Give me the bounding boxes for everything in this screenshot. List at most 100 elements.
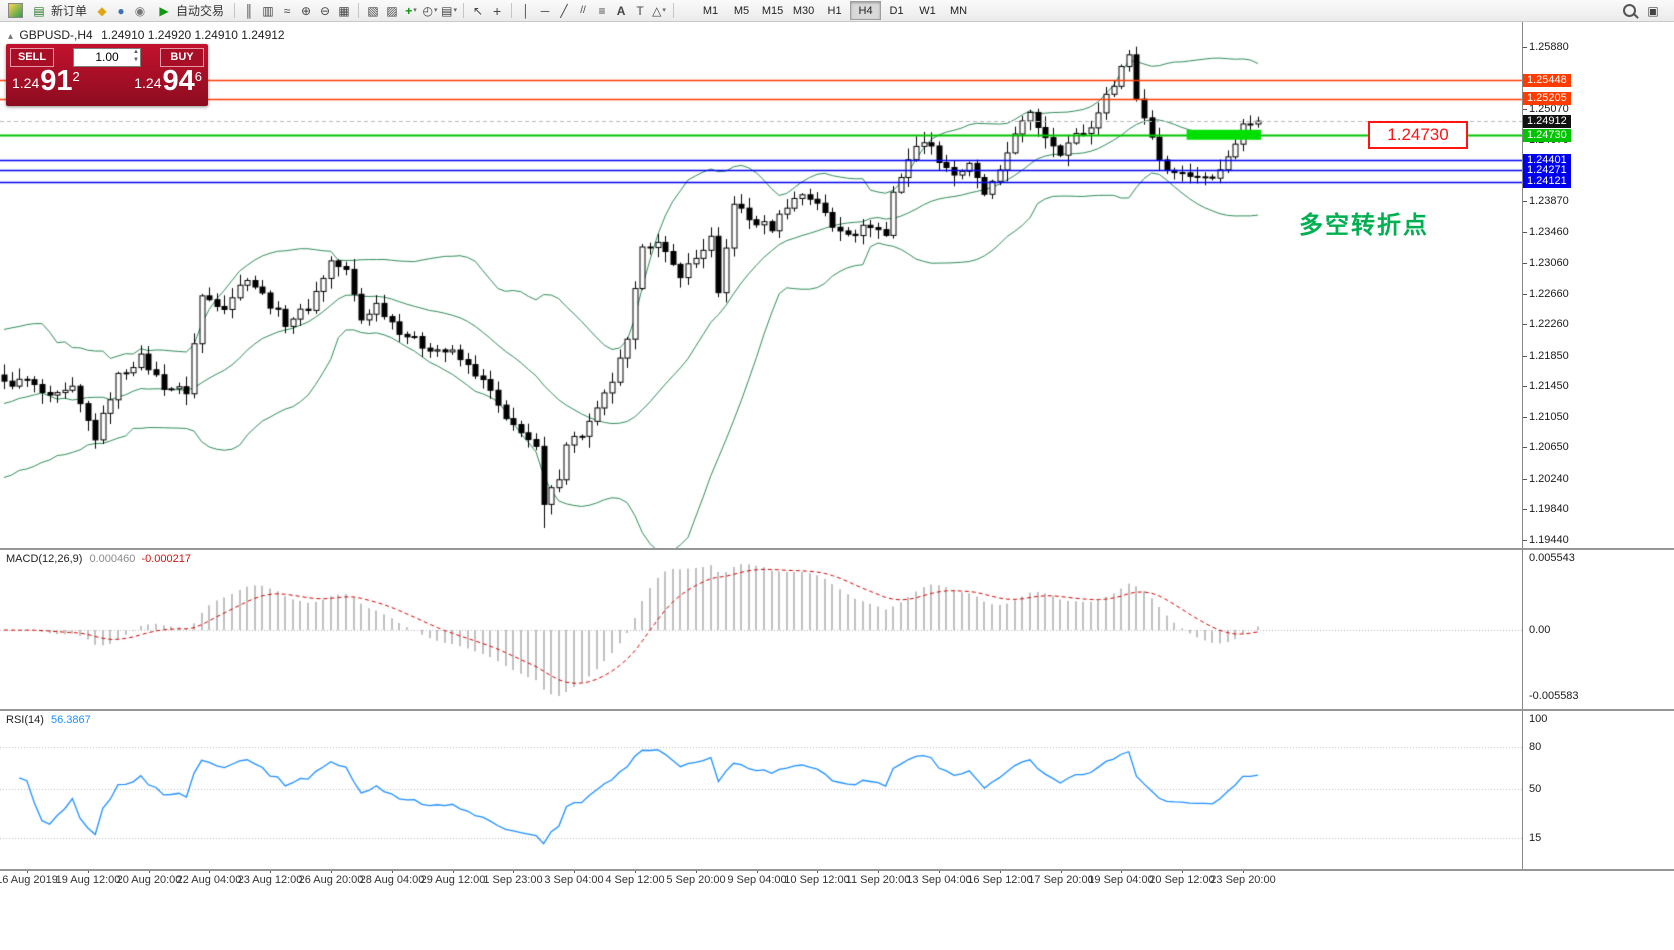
- price-tick-mark: [1523, 356, 1527, 357]
- new-order-icon: ▤: [33, 3, 45, 18]
- buy-button[interactable]: BUY: [160, 47, 204, 67]
- zoom-in-icon[interactable]: ⊕: [301, 3, 312, 18]
- price-tick-mark: [1523, 479, 1527, 480]
- price-tick-mark: [1523, 263, 1527, 264]
- price-level-label[interactable]: 1.24121: [1523, 175, 1571, 188]
- chart-title: ▴ GBPUSD-,H4 1.24910 1.24920 1.24910 1.2…: [8, 28, 285, 42]
- cursor-icon[interactable]: ↖: [473, 3, 484, 18]
- zoom-out-icon[interactable]: ⊖: [320, 3, 331, 18]
- navigator-icon[interactable]: ◉: [134, 3, 146, 18]
- price-level-label[interactable]: 1.24912: [1523, 115, 1571, 128]
- time-tick-label: 26 Aug 20:00: [298, 874, 364, 886]
- timeframe-mn[interactable]: MN: [949, 4, 968, 17]
- rsi-value: 56.3867: [50, 714, 91, 726]
- trendline-icon[interactable]: ╱: [560, 3, 568, 18]
- price-axis[interactable]: 1.258801.250701.246701.238701.234601.230…: [1522, 22, 1674, 869]
- oneclick-collapse-icon[interactable]: ▴: [8, 31, 14, 42]
- time-axis[interactable]: 16 Aug 2019 19 Aug 12:00 20 Aug 20:00 22 Au…: [0, 869, 1522, 891]
- macd-indicator-panel[interactable]: [0, 550, 1522, 708]
- price-tick-mark: [1523, 509, 1527, 510]
- price-level-label[interactable]: 1.24271: [1523, 164, 1571, 177]
- panel-separator[interactable]: [0, 709, 1674, 711]
- timeframe-m30[interactable]: M30: [792, 4, 815, 17]
- sell-button[interactable]: SELL: [10, 47, 54, 67]
- bar-chart-icon[interactable]: ║: [244, 3, 254, 18]
- time-tick-label: 16 Sep 12:00: [967, 874, 1033, 886]
- new-order-label: 新订单: [51, 4, 88, 18]
- timeframe-d1[interactable]: D1: [889, 4, 904, 17]
- rsi-indicator-panel[interactable]: [0, 711, 1522, 869]
- layout-icon[interactable]: ▣: [1647, 3, 1659, 18]
- volume-value: 1.00: [95, 50, 119, 64]
- time-tick-label: 9 Sep 04:00: [727, 874, 787, 886]
- fibonacci-icon[interactable]: ≡: [598, 3, 606, 18]
- timeframe-m1[interactable]: M1: [702, 4, 719, 17]
- time-tick-mark: [878, 869, 879, 873]
- timeframe-m15[interactable]: M15: [761, 4, 784, 17]
- new-order-button[interactable]: ▤ 新订单: [25, 1, 92, 21]
- volume-spinner[interactable]: ▲ ▼: [133, 48, 139, 63]
- price-tick-mark: [1523, 417, 1527, 418]
- tile-windows-icon[interactable]: ▦: [338, 3, 350, 18]
- template-icon[interactable]: ▤ ▾: [441, 3, 457, 18]
- time-tick-label: 3 Sep 04:00: [544, 874, 604, 886]
- macd-label: MACD(12,26,9) 0.000460 -0.000217: [6, 553, 191, 565]
- time-tick-mark: [392, 869, 393, 873]
- add-indicator-icon[interactable]: + ▾: [405, 3, 417, 18]
- time-tick-label: 23 Sep 20:00: [1210, 874, 1276, 886]
- price-annotation-box[interactable]: 1.24730: [1368, 121, 1468, 149]
- panel-separator[interactable]: [0, 548, 1674, 550]
- timeframe-m5[interactable]: M5: [733, 4, 750, 17]
- time-tick-label: 19 Sep 04:00: [1088, 874, 1154, 886]
- price-tick-label: 1.21450: [1529, 380, 1569, 392]
- search-icon[interactable]: [1620, 2, 1638, 20]
- time-tick-mark: [1182, 869, 1183, 873]
- auto-trading-label: 自动交易: [176, 4, 225, 18]
- one-click-trading-panel: SELL 1.00 ▲ ▼ BUY 1.24 91 2 1.24 94 6: [6, 44, 208, 106]
- period-icon[interactable]: ◴ ▾: [422, 3, 438, 18]
- price-level-label[interactable]: 1.25448: [1523, 74, 1571, 87]
- time-tick-mark: [453, 869, 454, 873]
- price-tick-mark: [1523, 447, 1527, 448]
- indicators-icon[interactable]: ◆: [97, 3, 107, 18]
- pivot-note-text[interactable]: 多空转折点: [1299, 212, 1429, 239]
- timeframe-h4[interactable]: H4: [850, 1, 882, 20]
- time-tick-label: 23 Aug 12:00: [237, 874, 303, 886]
- price-level-label[interactable]: 1.24730: [1523, 129, 1571, 142]
- volume-input[interactable]: 1.00 ▲ ▼: [73, 47, 141, 67]
- price-tick-label: 1.25880: [1529, 41, 1569, 53]
- auto-scroll-icon[interactable]: ▧: [367, 3, 379, 18]
- market-watch-icon[interactable]: ●: [117, 3, 125, 18]
- time-tick-mark: [1000, 869, 1001, 873]
- vertical-line-icon[interactable]: │: [522, 3, 530, 18]
- symbol-period-label: GBPUSD-,H4: [19, 28, 93, 42]
- auto-trading-button[interactable]: ▶ 自动交易: [150, 1, 229, 21]
- toolbar-right-group: ▣: [1620, 2, 1662, 20]
- toolbar-separator: [463, 3, 465, 18]
- time-tick-label: 13 Sep 04:00: [906, 874, 972, 886]
- toolbar-separator: [673, 3, 675, 18]
- chart-shift-icon[interactable]: ▨: [386, 3, 398, 18]
- price-level-label[interactable]: 1.25205: [1523, 92, 1571, 105]
- auto-trading-icon: ▶: [159, 3, 169, 18]
- time-tick-label: 28 Aug 04:00: [359, 874, 425, 886]
- macd-scale-bottom: -0.005583: [1529, 690, 1579, 702]
- candlestick-chart-icon[interactable]: ▥: [262, 3, 274, 18]
- rsi-name: RSI(14): [6, 714, 44, 726]
- main-price-chart[interactable]: [0, 22, 1522, 548]
- price-tick-mark: [1523, 386, 1527, 387]
- text-label-icon[interactable]: T: [636, 3, 644, 18]
- text-icon[interactable]: A: [616, 3, 626, 18]
- line-chart-icon[interactable]: ≈: [283, 3, 291, 18]
- price-tick-label: 1.21850: [1529, 350, 1569, 362]
- horizontal-line-icon[interactable]: ─: [540, 3, 550, 18]
- price-tick-mark: [1523, 232, 1527, 233]
- price-tick-label: 1.22260: [1529, 318, 1569, 330]
- price-level-label[interactable]: 1.24401: [1523, 154, 1571, 167]
- shapes-icon[interactable]: △ ▾: [652, 3, 666, 18]
- crosshair-icon[interactable]: +: [492, 2, 502, 19]
- timeframe-h1[interactable]: H1: [827, 4, 842, 17]
- timeframe-w1[interactable]: W1: [919, 4, 936, 17]
- channel-icon[interactable]: //: [580, 4, 586, 16]
